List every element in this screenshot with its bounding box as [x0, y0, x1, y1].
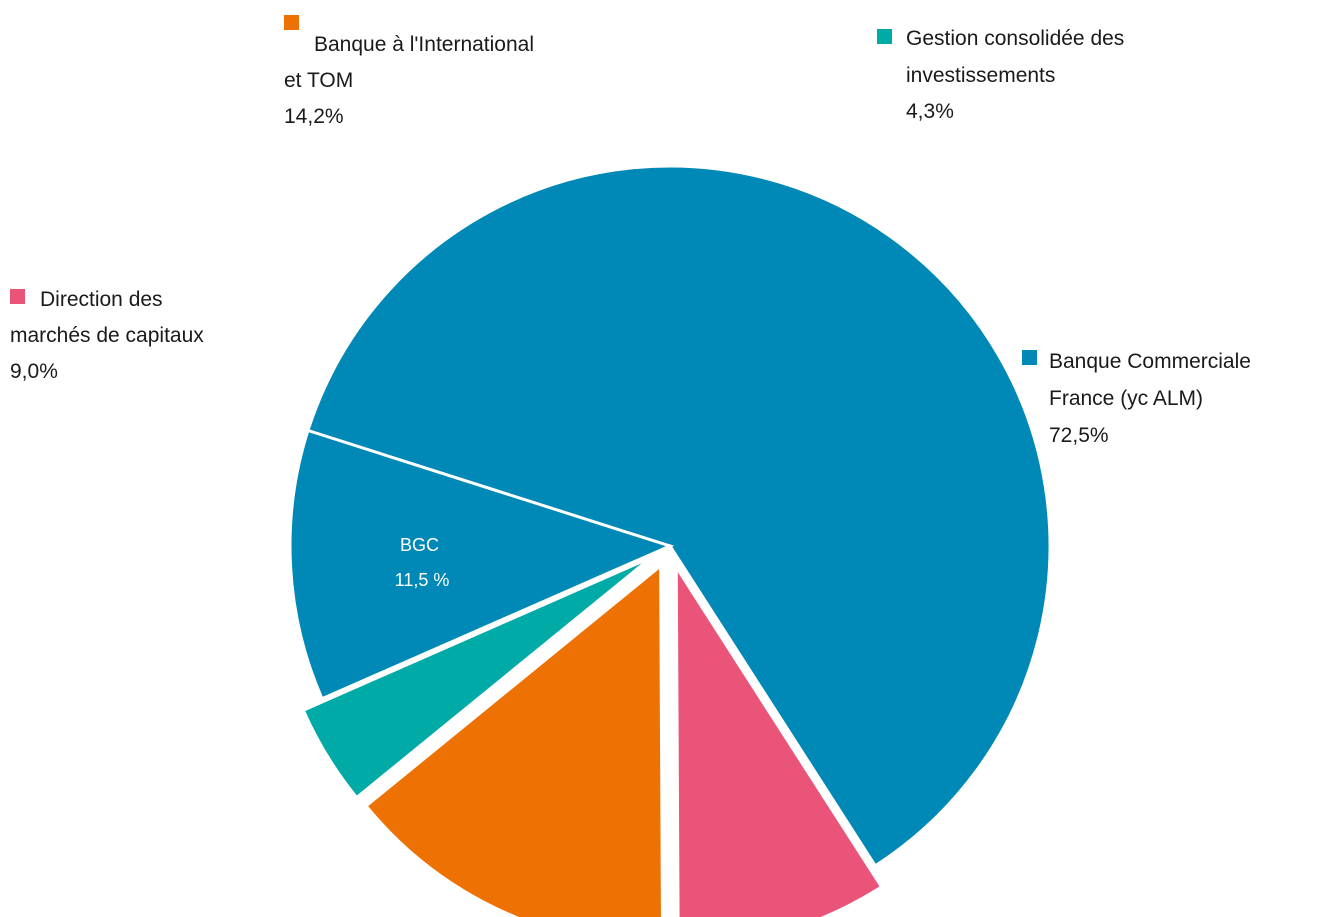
label-banque-international-line-2: et TOM [284, 69, 353, 92]
label-banque-commerciale-text: Banque Commerciale France (yc ALM) 72,5% [1049, 350, 1257, 447]
label-direction-marches-line-1: Direction des [40, 288, 163, 311]
label-banque-international-value: 14,2% [284, 105, 344, 128]
legend-swatch-banque-commerciale [1022, 350, 1037, 365]
label-banque-international-line-1: Banque à l'International [314, 33, 534, 56]
pie-slice-banque-a-l-international-et-tom [363, 562, 664, 917]
label-gestion-consolidee-line-2: investissements [906, 64, 1055, 87]
legend-swatch-gestion-consolidee [877, 29, 892, 44]
label-gestion-consolidee-value: 4,3% [906, 100, 954, 123]
pie-sub-slice-bgc [288, 428, 675, 701]
label-banque-international: Banque à l'International et TOM 14,2% [284, 15, 540, 128]
label-direction-marches-text: Direction des marchés de capitaux 9,0% [10, 288, 210, 383]
sub-slice-label: BGC 11,5 % [395, 535, 450, 590]
label-direction-marches-line-2: marchés de capitaux [10, 324, 204, 347]
sub-slice-label-line-2: 11,5 % [395, 570, 450, 590]
label-direction-marches-value: 9,0% [10, 360, 58, 383]
label-banque-commerciale: Banque Commerciale France (yc ALM) 72,5% [1022, 350, 1257, 447]
label-direction-marches: Direction des marchés de capitaux 9,0% [10, 288, 210, 383]
label-banque-international-text: Banque à l'International et TOM 14,2% [284, 33, 540, 128]
label-banque-commerciale-value: 72,5% [1049, 424, 1109, 447]
label-gestion-consolidee-line-1: Gestion consolidée des [906, 27, 1124, 50]
label-banque-commerciale-line-1: Banque Commerciale [1049, 350, 1251, 373]
pie-slices [288, 164, 1052, 917]
label-gestion-consolidee-text: Gestion consolidée des investissements 4… [906, 27, 1130, 123]
label-gestion-consolidee: Gestion consolidée des investissements 4… [877, 27, 1130, 123]
sub-slice-label-line-1: BGC [400, 535, 439, 555]
label-banque-commerciale-line-2: France (yc ALM) [1049, 387, 1203, 410]
legend-swatch-banque-international [284, 15, 299, 30]
pie-slice-direction-des-marche-s-de-capitaux [674, 561, 884, 917]
legend-swatch-direction-marches [10, 289, 25, 304]
pie-slice-gestion-consolide-e-des-investissements [301, 556, 653, 800]
